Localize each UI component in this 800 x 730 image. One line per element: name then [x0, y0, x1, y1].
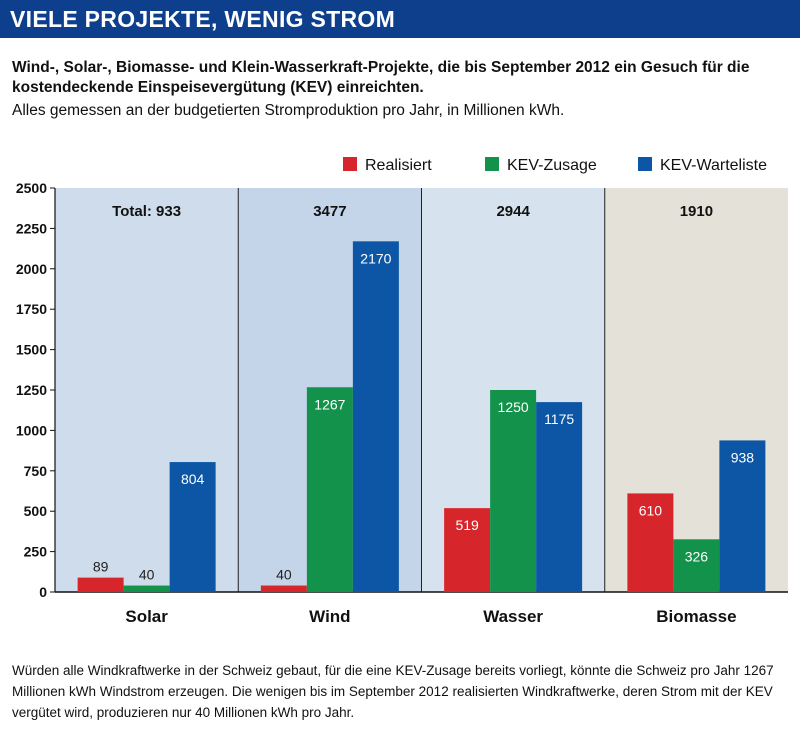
- x-tick-label: Biomasse: [656, 607, 736, 626]
- y-tick-label: 2250: [16, 220, 47, 236]
- legend-swatch: [485, 157, 499, 171]
- total-label: 3477: [313, 203, 346, 220]
- y-tick-label: 500: [24, 503, 48, 519]
- page-title: VIELE PROJEKTE, WENIG STROM: [10, 6, 396, 32]
- total-label: Total: 933: [112, 203, 181, 220]
- legend-label: KEV-Warteliste: [660, 157, 767, 174]
- x-tick-label: Wind: [309, 607, 350, 626]
- data-label: 519: [455, 517, 479, 533]
- x-tick-label: Wasser: [483, 607, 543, 626]
- y-tick-label: 1500: [16, 342, 47, 358]
- bar: [260, 585, 307, 592]
- data-label: 2170: [360, 250, 391, 266]
- footnote: Würden alle Windkraftwerke in der Schwei…: [12, 663, 774, 720]
- data-label: 610: [639, 502, 663, 518]
- title-banner: VIELE PROJEKTE, WENIG STROM: [0, 0, 800, 38]
- y-tick-label: 2000: [16, 261, 47, 277]
- bar: [536, 402, 583, 592]
- data-label: 1267: [314, 396, 345, 412]
- total-label: 2944: [496, 203, 530, 220]
- y-tick-label: 1000: [16, 422, 47, 438]
- bar: [673, 539, 720, 592]
- data-label: 40: [276, 567, 292, 583]
- bar: [719, 440, 766, 592]
- bar: [123, 585, 170, 592]
- data-label: 804: [181, 471, 205, 487]
- data-label: 1175: [544, 411, 574, 427]
- y-tick-label: 1750: [16, 301, 47, 317]
- total-label: 1910: [680, 203, 713, 220]
- y-tick-label: 750: [24, 463, 48, 479]
- legend-label: KEV-Zusage: [507, 157, 597, 174]
- data-label: 40: [139, 567, 155, 583]
- bar: [306, 387, 353, 592]
- legend-swatch: [638, 157, 652, 171]
- chart-description: Alles gemessen an der budgetierten Strom…: [12, 102, 565, 119]
- y-tick-label: 250: [24, 544, 48, 560]
- legend-swatch: [343, 157, 357, 171]
- data-label: 326: [685, 548, 709, 564]
- bar-chart: 0 250 500 750 1000 1250 1500 1750 2000 2250 2500 89…: [16, 157, 788, 626]
- bar: [444, 508, 491, 592]
- y-tick-label: 2500: [16, 180, 47, 196]
- x-tick-label: Solar: [125, 607, 168, 626]
- y-tick-label: 1250: [16, 382, 47, 398]
- bar: [352, 241, 399, 592]
- bar: [77, 577, 124, 592]
- chart-subtitle: Wind-, Solar-, Biomasse- und Klein-Wasse…: [12, 59, 750, 96]
- data-label: 89: [93, 559, 109, 575]
- bar: [169, 462, 216, 592]
- bar: [490, 390, 537, 592]
- data-label: 1250: [498, 399, 529, 415]
- bar: [627, 493, 674, 592]
- legend-label: Realisiert: [365, 157, 432, 174]
- y-tick-label: 0: [39, 584, 47, 600]
- data-label: 938: [731, 449, 755, 465]
